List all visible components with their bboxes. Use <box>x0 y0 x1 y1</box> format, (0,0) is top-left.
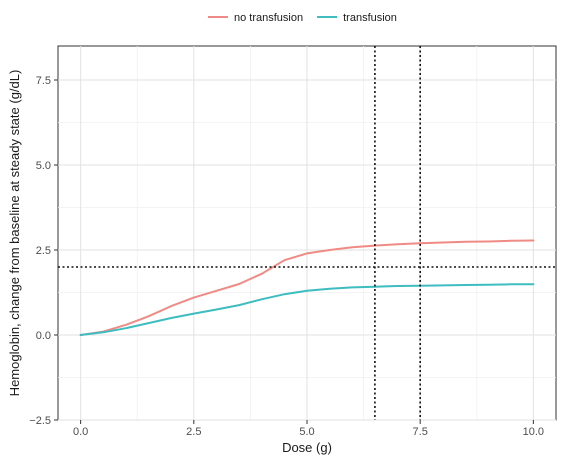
x-tick-label-0: 0.0 <box>73 426 88 438</box>
x-tick-label-4: 10.0 <box>523 426 544 438</box>
y-tick-label-2: 2.5 <box>36 245 51 257</box>
y-tick-label-0: −2.5 <box>29 415 51 427</box>
x-tick-label-3: 7.5 <box>413 426 428 438</box>
x-tick-label-2: 5.0 <box>299 426 314 438</box>
legend-label-transfusion: transfusion <box>343 12 397 24</box>
y-tick-label-1: 0.0 <box>36 330 51 342</box>
y-tick-label-4: 7.5 <box>36 75 51 87</box>
y-axis: −2.5 0.0 2.5 5.0 7.5 <box>29 75 58 427</box>
x-axis: 0.0 2.5 5.0 7.5 10.0 <box>73 420 544 438</box>
x-axis-title: Dose (g) <box>282 440 332 455</box>
legend-label-no-transfusion: no transfusion <box>234 12 303 24</box>
y-axis-title: Hemoglobin, change from baseline at stea… <box>7 70 22 397</box>
x-tick-label-1: 2.5 <box>186 426 201 438</box>
reference-lines <box>58 46 556 420</box>
series-layer <box>79 239 535 336</box>
series-line-transfusion <box>79 283 535 336</box>
y-tick-label-3: 5.0 <box>36 160 51 172</box>
legend: no transfusion transfusion <box>208 12 397 24</box>
series-line-no-transfusion <box>79 239 535 336</box>
